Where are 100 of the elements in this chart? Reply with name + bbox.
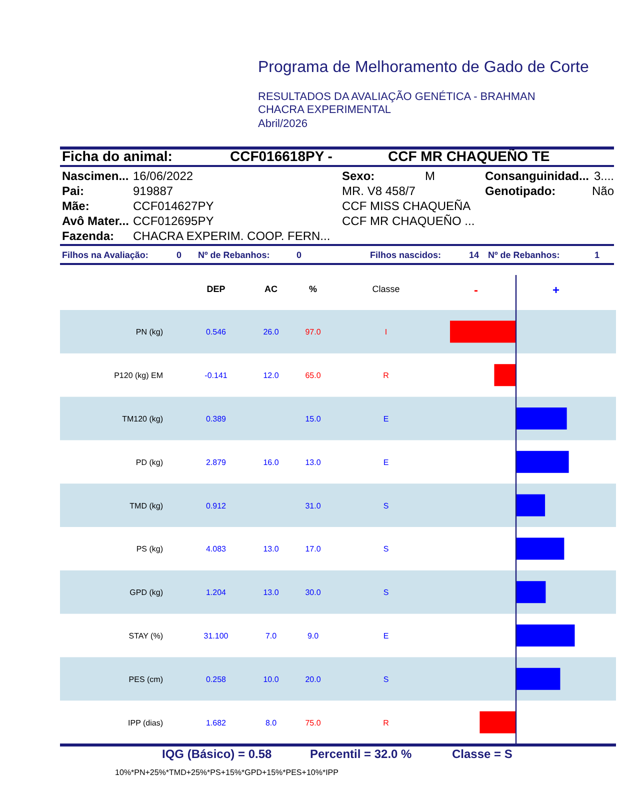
text: % [308, 284, 318, 294]
text: -0.141 [204, 371, 228, 380]
text: 97.0 [305, 328, 322, 337]
y-tick-label: TM120 (kg) [122, 414, 164, 424]
text: 0 [176, 250, 182, 260]
text: CCF014627PY [133, 199, 214, 213]
text: R [383, 718, 390, 728]
text: CCF016618PY - [230, 148, 333, 164]
text: 13.0 [305, 458, 322, 467]
text: 1 [594, 250, 600, 260]
text: CHACRA EXPERIMENTAL [258, 104, 392, 116]
text: 17.0 [305, 544, 322, 554]
text: 30.0 [305, 588, 322, 598]
text: 0 [296, 250, 302, 260]
text: 31.100 [204, 632, 229, 640]
text: 0.389 [206, 414, 227, 424]
text: Classe = S [452, 747, 512, 761]
text: M [425, 169, 435, 183]
text: 16.0 [263, 458, 280, 467]
bar [516, 668, 560, 690]
text: 26.0 [263, 328, 280, 337]
text: E [383, 414, 389, 424]
y-tick-label: STAY (%) [128, 632, 164, 640]
bar [516, 538, 564, 560]
text: IQG (Básico) = 0.58 [162, 747, 272, 761]
bar [516, 581, 546, 604]
text: E [383, 458, 389, 467]
text: Ficha do animal: [62, 148, 172, 164]
text: AC [264, 284, 278, 294]
y-tick-label: PES (cm) [128, 674, 164, 684]
annotation: + [552, 283, 560, 297]
text: 919887 [133, 184, 174, 198]
text: Genotipado: [485, 184, 556, 198]
text: CHACRA EXPERIM. COOP. FERN... [133, 229, 330, 243]
text: S [383, 674, 389, 684]
text: S [383, 501, 389, 510]
y-tick-label: IPP (dias) [128, 718, 164, 728]
y-tick-label: PS (kg) [136, 544, 164, 554]
text: S [383, 588, 389, 598]
y-tick-label: PN (kg) [136, 328, 164, 337]
text: I [384, 328, 388, 337]
bar [516, 408, 567, 430]
text: Avô Mater... [62, 214, 129, 228]
text: MR. V8 458/7 [342, 184, 416, 198]
bar [480, 711, 516, 734]
bar [494, 364, 516, 386]
text: Fazenda: [62, 229, 114, 243]
text: 20.0 [305, 674, 322, 684]
text: Percentil = 32.0 % [310, 747, 412, 761]
text: 9.0 [307, 632, 320, 640]
text: Filhos nascidos: [370, 250, 442, 260]
text: CCF MR CHAQUEÑO TE [388, 148, 550, 164]
text: 3.... [594, 169, 614, 183]
text: Sexo: [342, 169, 375, 183]
y-tick-label: TMD (kg) [130, 501, 164, 510]
text: Consanguinidad... [485, 169, 589, 183]
text: 13.0 [263, 588, 280, 598]
text: CCF012695PY [133, 214, 214, 228]
text: RESULTADOS DA AVALIAÇÃO GENÉTICA - BRAHMAN [258, 90, 536, 103]
text: Nascimen... [62, 169, 129, 183]
text: 2.879 [206, 458, 227, 467]
text: CCF MISS CHAQUEÑA [342, 199, 471, 213]
annotation: - [474, 283, 478, 297]
text: CCF MR CHAQUEÑO ... [342, 214, 475, 228]
text: Nº de Rebanhos: [488, 250, 560, 260]
text: Abril/2026 [258, 118, 308, 130]
bar [516, 624, 575, 646]
bar [450, 320, 516, 343]
text: 1.204 [206, 588, 227, 598]
bar [516, 494, 546, 516]
y-tick-label: GPD (kg) [130, 588, 164, 598]
text: 8.0 [265, 718, 278, 728]
text: S [383, 544, 389, 554]
text: 0.258 [206, 674, 227, 684]
text: 13.0 [263, 544, 280, 554]
text: 7.0 [265, 632, 278, 640]
text: 1.682 [206, 718, 227, 728]
y-tick-label: P120 (kg) EM [114, 371, 164, 380]
text: 15.0 [305, 414, 322, 424]
text: Nº de Rebanhos: [198, 250, 270, 260]
text: Classe [372, 284, 400, 294]
text: R [383, 371, 390, 380]
text: Filhos na Avaliação: [62, 250, 148, 260]
text: 31.0 [305, 501, 322, 510]
text: 14 [468, 250, 480, 260]
text: DEP [206, 284, 226, 294]
text: 65.0 [305, 371, 322, 380]
text: Programa de Melhoramento de Gado de Corte [258, 59, 589, 76]
text: 0.912 [206, 501, 227, 510]
text: 75.0 [305, 718, 322, 728]
text: 10%*PN+25%*TMD+25%*PS+15%*GPD+15%*PES+10%*IPP [115, 768, 338, 777]
text: Pai: [62, 184, 84, 198]
text: 12.0 [263, 371, 280, 380]
text: 0.546 [206, 328, 227, 337]
text: E [383, 632, 389, 640]
text: 16/06/2022 [133, 169, 194, 183]
bar [516, 450, 569, 473]
text: Não [592, 184, 614, 198]
text: 4.083 [206, 544, 227, 554]
y-tick-label: PD (kg) [136, 458, 164, 467]
